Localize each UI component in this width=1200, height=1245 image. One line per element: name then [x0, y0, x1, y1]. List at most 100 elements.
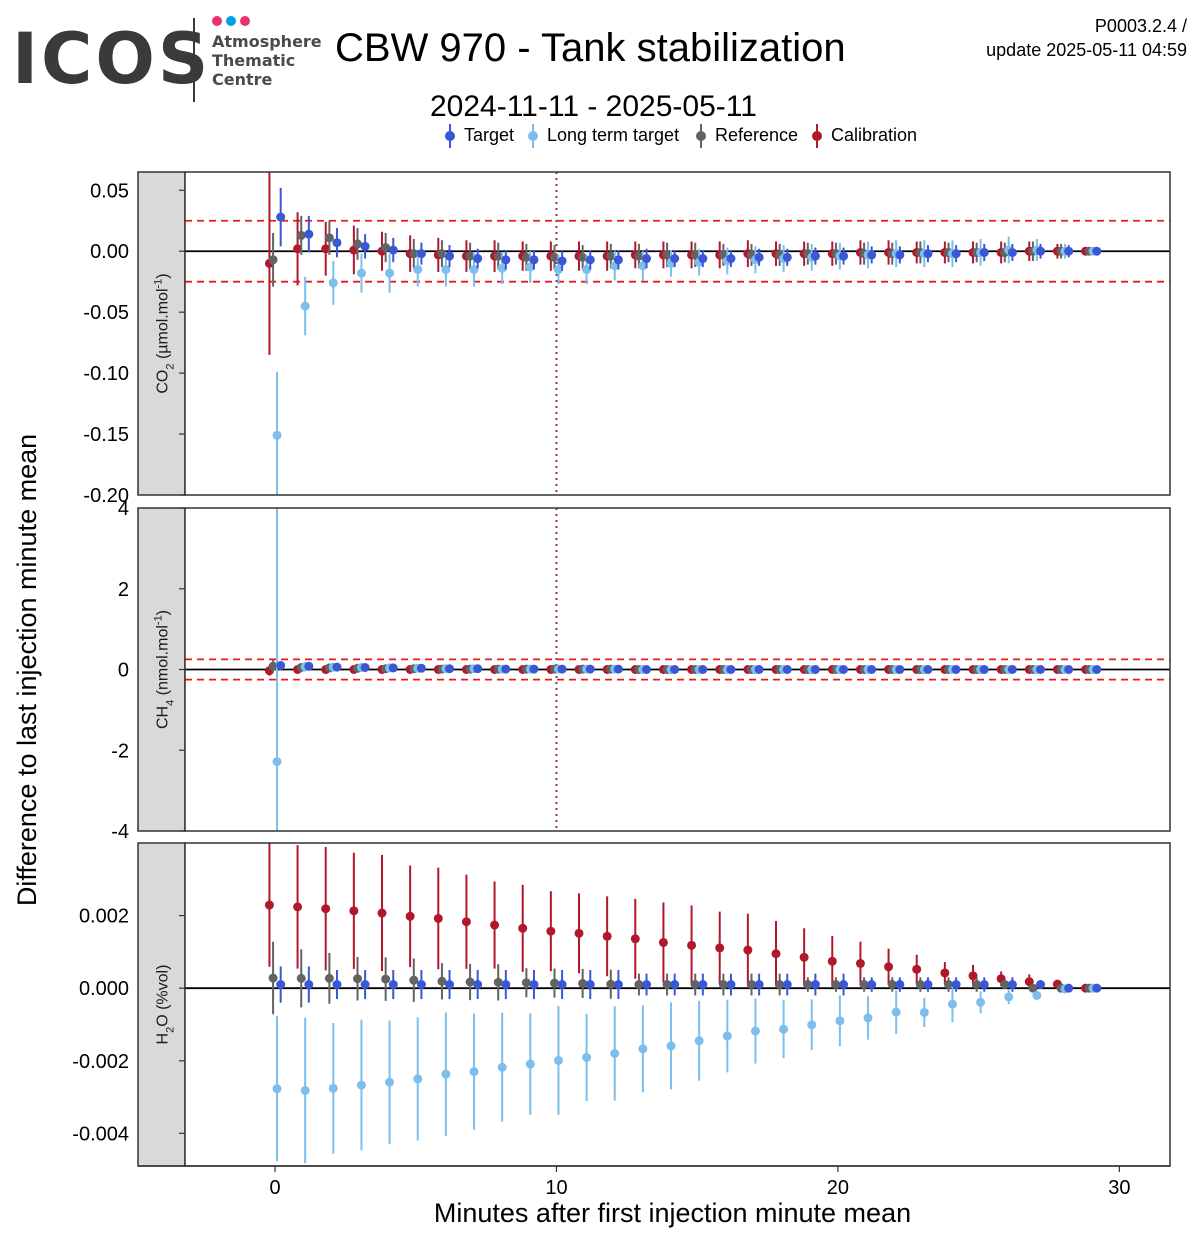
- target-point: [979, 980, 989, 990]
- reference-point: [634, 980, 644, 990]
- long-term-target-point: [497, 263, 507, 273]
- reference-point: [803, 980, 813, 990]
- reference-point: [578, 978, 588, 988]
- reference-point: [972, 980, 982, 990]
- y-tick-label: 0.00: [90, 241, 129, 263]
- target-point: [304, 980, 314, 990]
- y-tick-label: -0.10: [83, 363, 129, 385]
- long-term-target-point: [328, 278, 338, 288]
- long-term-target-point: [863, 1013, 873, 1023]
- logo-subtitle-2: Thematic: [212, 51, 296, 70]
- legend-label-target: Target: [464, 125, 515, 145]
- target-point: [1036, 246, 1046, 256]
- logo-subtitle-1: Atmosphere: [212, 32, 322, 51]
- legend-key-long-term-target: [523, 124, 543, 148]
- facet-strip-label: CH4 (nmol.mol-1): [153, 610, 177, 729]
- reference-point: [493, 251, 503, 261]
- strip-label-subscript: 2: [165, 1027, 177, 1033]
- long-term-target-point: [525, 1059, 535, 1069]
- long-term-target-point: [694, 1036, 704, 1046]
- date-range: 2024-11-11 - 2025-05-11: [430, 90, 757, 123]
- target-point: [445, 251, 455, 261]
- target-point: [501, 664, 511, 674]
- target-point: [332, 980, 342, 990]
- reference-point: [409, 249, 419, 259]
- target-point: [670, 665, 680, 674]
- panel-0: CO2 (µmol.mol-1) 0.05 0.00 -0.05 -0.10 -0.15 -…: [83, 171, 1171, 507]
- reference-point: [690, 250, 700, 260]
- logo-divider: [193, 18, 195, 102]
- long-term-target-point: [947, 999, 957, 1009]
- calibration-point: [490, 920, 500, 930]
- long-term-target-point: [356, 268, 366, 278]
- calibration-point: [349, 906, 359, 916]
- target-point: [867, 980, 877, 990]
- target-point: [585, 980, 595, 990]
- target-point: [951, 980, 961, 990]
- y-tick-label: 0: [118, 660, 129, 682]
- long-term-target-point: [750, 1026, 760, 1036]
- calibration-point: [264, 900, 274, 910]
- logo-subtitle-3: Centre: [212, 70, 273, 89]
- reference-point: [550, 978, 560, 988]
- calibration-point: [574, 928, 584, 938]
- target-point: [867, 250, 877, 260]
- strip-label-subscript: 2: [165, 363, 177, 369]
- long-term-target-point: [497, 1062, 507, 1072]
- long-term-target-point: [441, 265, 451, 275]
- reference-point: [324, 973, 334, 983]
- target-point: [585, 255, 595, 265]
- calibration-point: [940, 968, 950, 978]
- reference-point: [662, 980, 672, 990]
- target-point: [839, 665, 849, 674]
- long-term-target-point: [779, 1024, 789, 1034]
- long-term-target-point: [582, 1052, 592, 1062]
- target-point: [1092, 246, 1102, 256]
- target-point: [782, 665, 792, 674]
- long-term-target-point: [553, 1055, 563, 1065]
- long-term-target-point: [1032, 990, 1042, 1000]
- legend-label-long-term-target: Long term target: [547, 125, 680, 145]
- reference-point: [634, 251, 644, 261]
- target-point: [1036, 980, 1046, 990]
- reference-point: [296, 973, 306, 983]
- reference-point: [606, 251, 616, 261]
- strip-label-close: ): [155, 610, 172, 615]
- reference-point: [690, 980, 700, 990]
- calibration-point: [884, 962, 894, 972]
- long-term-target-point: [469, 1067, 479, 1077]
- facet-strip: [137, 171, 186, 496]
- target-point: [1064, 246, 1074, 256]
- target-point: [388, 980, 398, 990]
- target-point: [782, 980, 792, 990]
- target-point: [1007, 247, 1017, 257]
- reference-point: [381, 974, 391, 984]
- reference-point: [718, 980, 728, 990]
- long-term-target-point: [891, 1007, 901, 1017]
- target-point: [754, 980, 764, 990]
- reference-point: [887, 980, 897, 990]
- long-term-target-point: [385, 1077, 395, 1087]
- target-point: [416, 980, 426, 990]
- reference-point: [521, 978, 531, 988]
- calibration-point: [461, 917, 471, 927]
- target-point: [304, 661, 314, 671]
- panel-background: [185, 843, 1170, 1166]
- target-point: [332, 662, 342, 672]
- long-term-target-point: [413, 1074, 423, 1084]
- y-tick-label: -0.05: [83, 302, 129, 324]
- long-term-target-point: [582, 265, 592, 275]
- target-point: [923, 980, 933, 990]
- reference-point: [268, 973, 278, 983]
- target-point: [698, 980, 708, 990]
- long-term-target-point: [469, 265, 479, 275]
- long-term-target-point: [272, 1084, 282, 1094]
- panel-border: [184, 171, 1171, 496]
- target-point: [642, 665, 652, 674]
- target-point: [529, 664, 539, 674]
- strip-label-subscript: 4: [165, 700, 177, 706]
- reference-point: [353, 974, 363, 984]
- reference-point: [915, 980, 925, 990]
- y-tick-label: -2: [111, 740, 129, 762]
- long-term-target-point: [300, 1086, 310, 1096]
